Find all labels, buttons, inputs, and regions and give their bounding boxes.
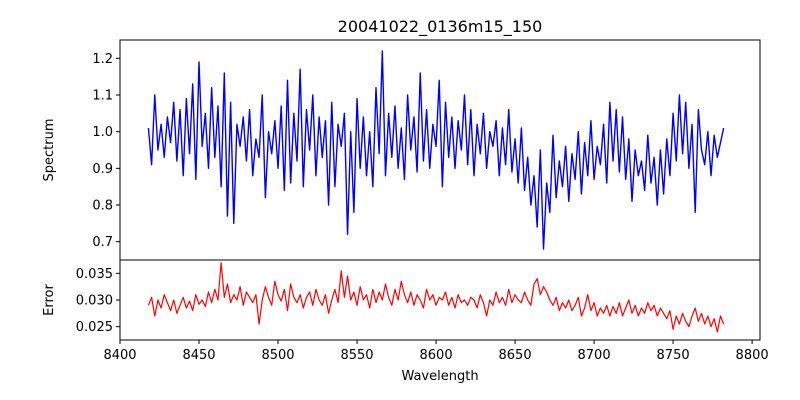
x-tick-label: 8400	[103, 348, 136, 363]
spectrum-y-tick-label: 1.1	[92, 89, 113, 104]
x-tick-label: 8800	[736, 348, 769, 363]
error-panel: 0.025 0.030 0.035 Error	[42, 259, 761, 341]
chart-title: 20041022_0136m15_150	[338, 17, 543, 37]
spectrum-y-tick-label: 0.8	[92, 199, 113, 214]
error-y-tick-label: 0.030	[76, 294, 113, 309]
spectrum-series-line	[147, 50, 725, 250]
error-y-ticks: 0.025 0.030 0.035	[76, 267, 120, 335]
spectrum-panel: 0.7 0.8 0.9 1.0 1.1 1.2 Spectrum	[42, 39, 761, 261]
x-tick-label: 8650	[499, 348, 532, 363]
x-tick-label: 8700	[578, 348, 611, 363]
error-frame	[119, 259, 761, 341]
x-axis-ticks: 8400 8450 8500 8550 8600 8650 8700 8750 8800	[103, 340, 769, 363]
spectrum-y-tick-label: 1.0	[92, 125, 113, 140]
spectrum-y-ticks: 0.7 0.8 0.9 1.0 1.1 1.2	[92, 52, 120, 250]
spectrum-y-tick-label: 0.9	[92, 162, 113, 177]
x-tick-label: 8550	[340, 348, 373, 363]
x-tick-label: 8500	[261, 348, 294, 363]
error-series-line	[147, 262, 725, 333]
spectrum-plot-area	[120, 40, 760, 260]
x-tick-label: 8600	[420, 348, 453, 363]
x-tick-label: 8750	[657, 348, 690, 363]
error-plot-area	[120, 260, 760, 340]
error-y-tick-label: 0.025	[76, 320, 113, 335]
spectrum-y-tick-label: 1.2	[92, 52, 113, 67]
error-y-axis-label: Error	[42, 284, 57, 316]
spectrum-y-axis-label: Spectrum	[42, 119, 57, 182]
x-tick-label: 8450	[182, 348, 215, 363]
spectrum-y-tick-label: 0.7	[92, 235, 113, 250]
error-y-tick-label: 0.035	[76, 267, 113, 282]
x-axis-label: Wavelength	[401, 369, 478, 384]
